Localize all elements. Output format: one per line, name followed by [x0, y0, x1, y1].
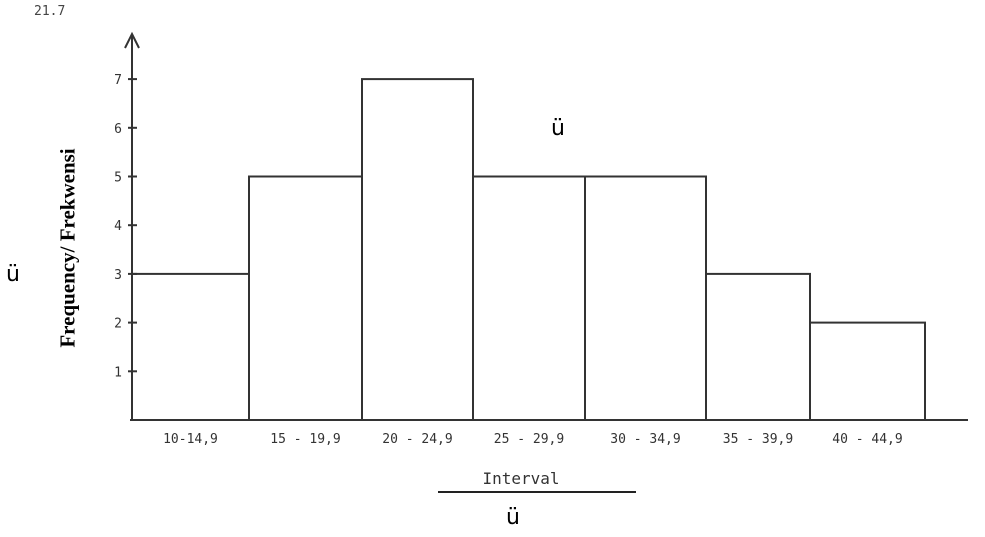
y-tick-label: 6 [114, 122, 122, 137]
x-tick-label: 40 - 44,9 [832, 432, 902, 447]
y-tick-label: 1 [114, 365, 122, 380]
bar-1 [131, 272, 250, 421]
bar-7 [809, 321, 926, 422]
check-mark-bottom: ü [506, 505, 520, 530]
y-tick-label: 5 [114, 171, 122, 186]
bar-6 [705, 272, 811, 421]
bar-5 [584, 175, 707, 421]
x-axis-title-underline [438, 491, 636, 493]
x-tick-label: 25 - 29,9 [494, 432, 564, 447]
y-ticks-group: 1 2 3 4 5 6 7 [114, 73, 137, 380]
x-tick-label: 20 - 24,9 [382, 432, 452, 447]
x-tick-label: 35 - 39,9 [723, 432, 793, 447]
y-axis-arrow [124, 31, 140, 49]
y-tick-label: 2 [114, 317, 122, 332]
check-mark-background [529, 104, 595, 162]
y-tick-label: 7 [114, 73, 122, 88]
check-mark-left: ü [6, 262, 20, 287]
bar-4 [472, 175, 586, 421]
y-tick-label: 4 [114, 219, 122, 234]
check-mark-top: ü [551, 116, 565, 141]
bar-2 [248, 175, 363, 421]
corner-note: 21.7 [34, 4, 66, 19]
y-axis-title: Frequency/ Frekwensi [55, 148, 80, 348]
bar-3 [361, 78, 474, 421]
x-axis-title: Interval [482, 469, 559, 488]
x-tick-label: 30 - 34,9 [610, 432, 680, 447]
x-tick-label: 15 - 19,9 [270, 432, 340, 447]
y-label-background [44, 92, 100, 428]
x-tick-label: 10-14,9 [163, 432, 218, 447]
x-ticks-group: 10-14,9 15 - 19,9 20 - 24,9 25 - 29,9 30 - 3… [163, 432, 903, 447]
y-tick-label: 3 [114, 268, 122, 283]
